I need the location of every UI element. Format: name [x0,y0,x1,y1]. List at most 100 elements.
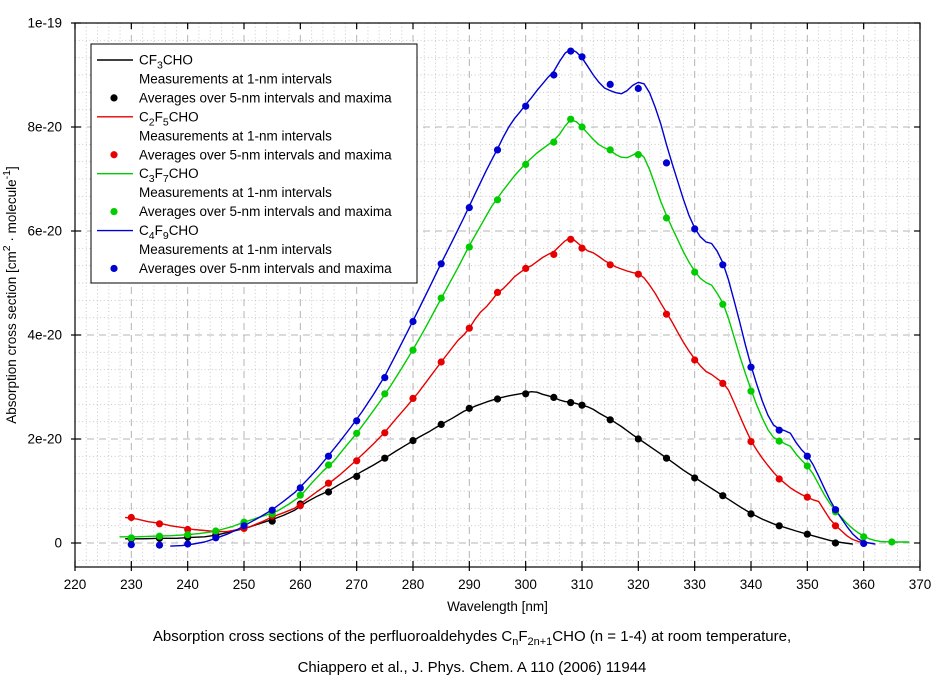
data-point [888,538,896,546]
data-point [803,462,811,470]
absorption-spectra-chart: 220 230 240 250 260 270 280 290 300 310 320 330 340 3… [1,16,931,615]
y-tick-label: 4e-20 [27,328,62,343]
data-point [803,530,811,538]
data-point [860,533,868,541]
data-point [493,146,502,154]
legend-series-CF3CHO: CF3CHO [139,53,193,72]
legend-series-C2F5CHO: C2F5CHO [139,109,199,128]
data-point [437,420,445,428]
data-point [831,506,840,514]
data-point [550,393,558,401]
data-point [860,539,868,548]
data-point [324,461,333,469]
data-point [127,534,135,542]
caption-text-run: Absorption cross sections of the perfluo… [152,628,513,645]
data-point [324,488,333,496]
data-point [184,540,192,548]
series-line-CF3CHO [124,391,854,545]
data-point [437,294,445,302]
plot-frame [74,22,921,568]
data-point [567,47,575,55]
data-point [381,454,389,462]
data-point [296,491,304,499]
data-point [578,244,586,252]
data-point [567,399,575,407]
series-dots-C4F9CHO [127,47,868,549]
y-tick-label: 6e-20 [27,224,62,239]
data-point [212,534,220,542]
data-point [691,268,699,276]
data-point [634,151,642,159]
data-point [493,196,502,204]
series-dots-C2F5CHO [127,235,840,536]
series-curves [119,47,910,549]
legend-dot-sample [110,208,118,216]
caption-line-2: Chiappero et al., J. Phys. Chem. A 110 (… [297,659,647,676]
data-point [691,225,699,233]
data-point [803,452,811,460]
x-tick-label: 240 [176,577,199,592]
plot-border [74,22,921,568]
data-point [775,437,783,445]
y-tick-label: 8e-20 [27,120,62,135]
data-point [662,454,671,462]
data-point [353,429,361,437]
x-tick-label: 360 [852,577,875,592]
data-point [240,522,248,530]
data-point [634,84,642,93]
data-point [409,346,417,354]
x-tick-label: 320 [627,577,650,592]
axis-titles: Wavelength [nm] Absorption cross section … [1,166,548,614]
legend-measurements-label: Measurements at 1-nm intervals [139,185,332,200]
data-point [634,270,642,278]
data-point [493,288,502,296]
x-tick-label: 330 [683,577,706,592]
data-point [831,539,840,547]
data-point [184,525,192,534]
data-point [324,479,333,487]
data-point [409,437,417,445]
x-tick-label: 220 [64,577,87,592]
x-tick-label: 230 [120,577,143,592]
data-point [775,426,783,434]
data-point [578,53,586,61]
data-point [567,235,575,243]
legend-averages-label: Averages over 5-nm intervals and maxima [139,204,392,219]
legend-dot-sample [110,94,118,102]
data-point [831,522,840,530]
data-point [550,250,558,258]
axis-ticks [71,22,921,571]
data-point [184,531,192,539]
figure-caption: Absorption cross sections of the perfluo… [0,624,944,680]
legend-averages-label: Averages over 5-nm intervals and maxima [139,261,392,276]
x-tick-label: 300 [514,577,537,592]
legend-border [90,43,418,284]
caption-text-run: F [518,628,528,645]
data-point [296,484,304,492]
x-tick-label: 270 [345,577,368,592]
data-point [155,532,164,540]
data-point [578,401,586,409]
x-tick-label: 310 [571,577,594,592]
data-point [465,404,473,412]
data-point [268,506,276,514]
data-point [465,324,473,332]
caption-line-1: Absorption cross sections of the perfluo… [0,624,944,655]
data-point [353,417,361,425]
x-tick-label: 260 [289,577,312,592]
data-point [353,457,361,465]
data-point [662,310,671,318]
data-point [353,472,361,480]
data-point [606,80,614,88]
data-point [634,435,642,443]
data-point [606,146,614,154]
y-tick-label: 1e-19 [27,16,62,31]
data-point [522,264,530,272]
legend-averages-label: Averages over 5-nm intervals and maxima [139,90,392,105]
data-point [522,160,530,168]
legend-box: CF3CHO Measurements at 1-nm intervals Aver… [90,43,418,284]
legend-averages-label: Averages over 5-nm intervals and maxima [139,147,392,162]
data-point [268,517,276,525]
data-point [719,300,727,308]
